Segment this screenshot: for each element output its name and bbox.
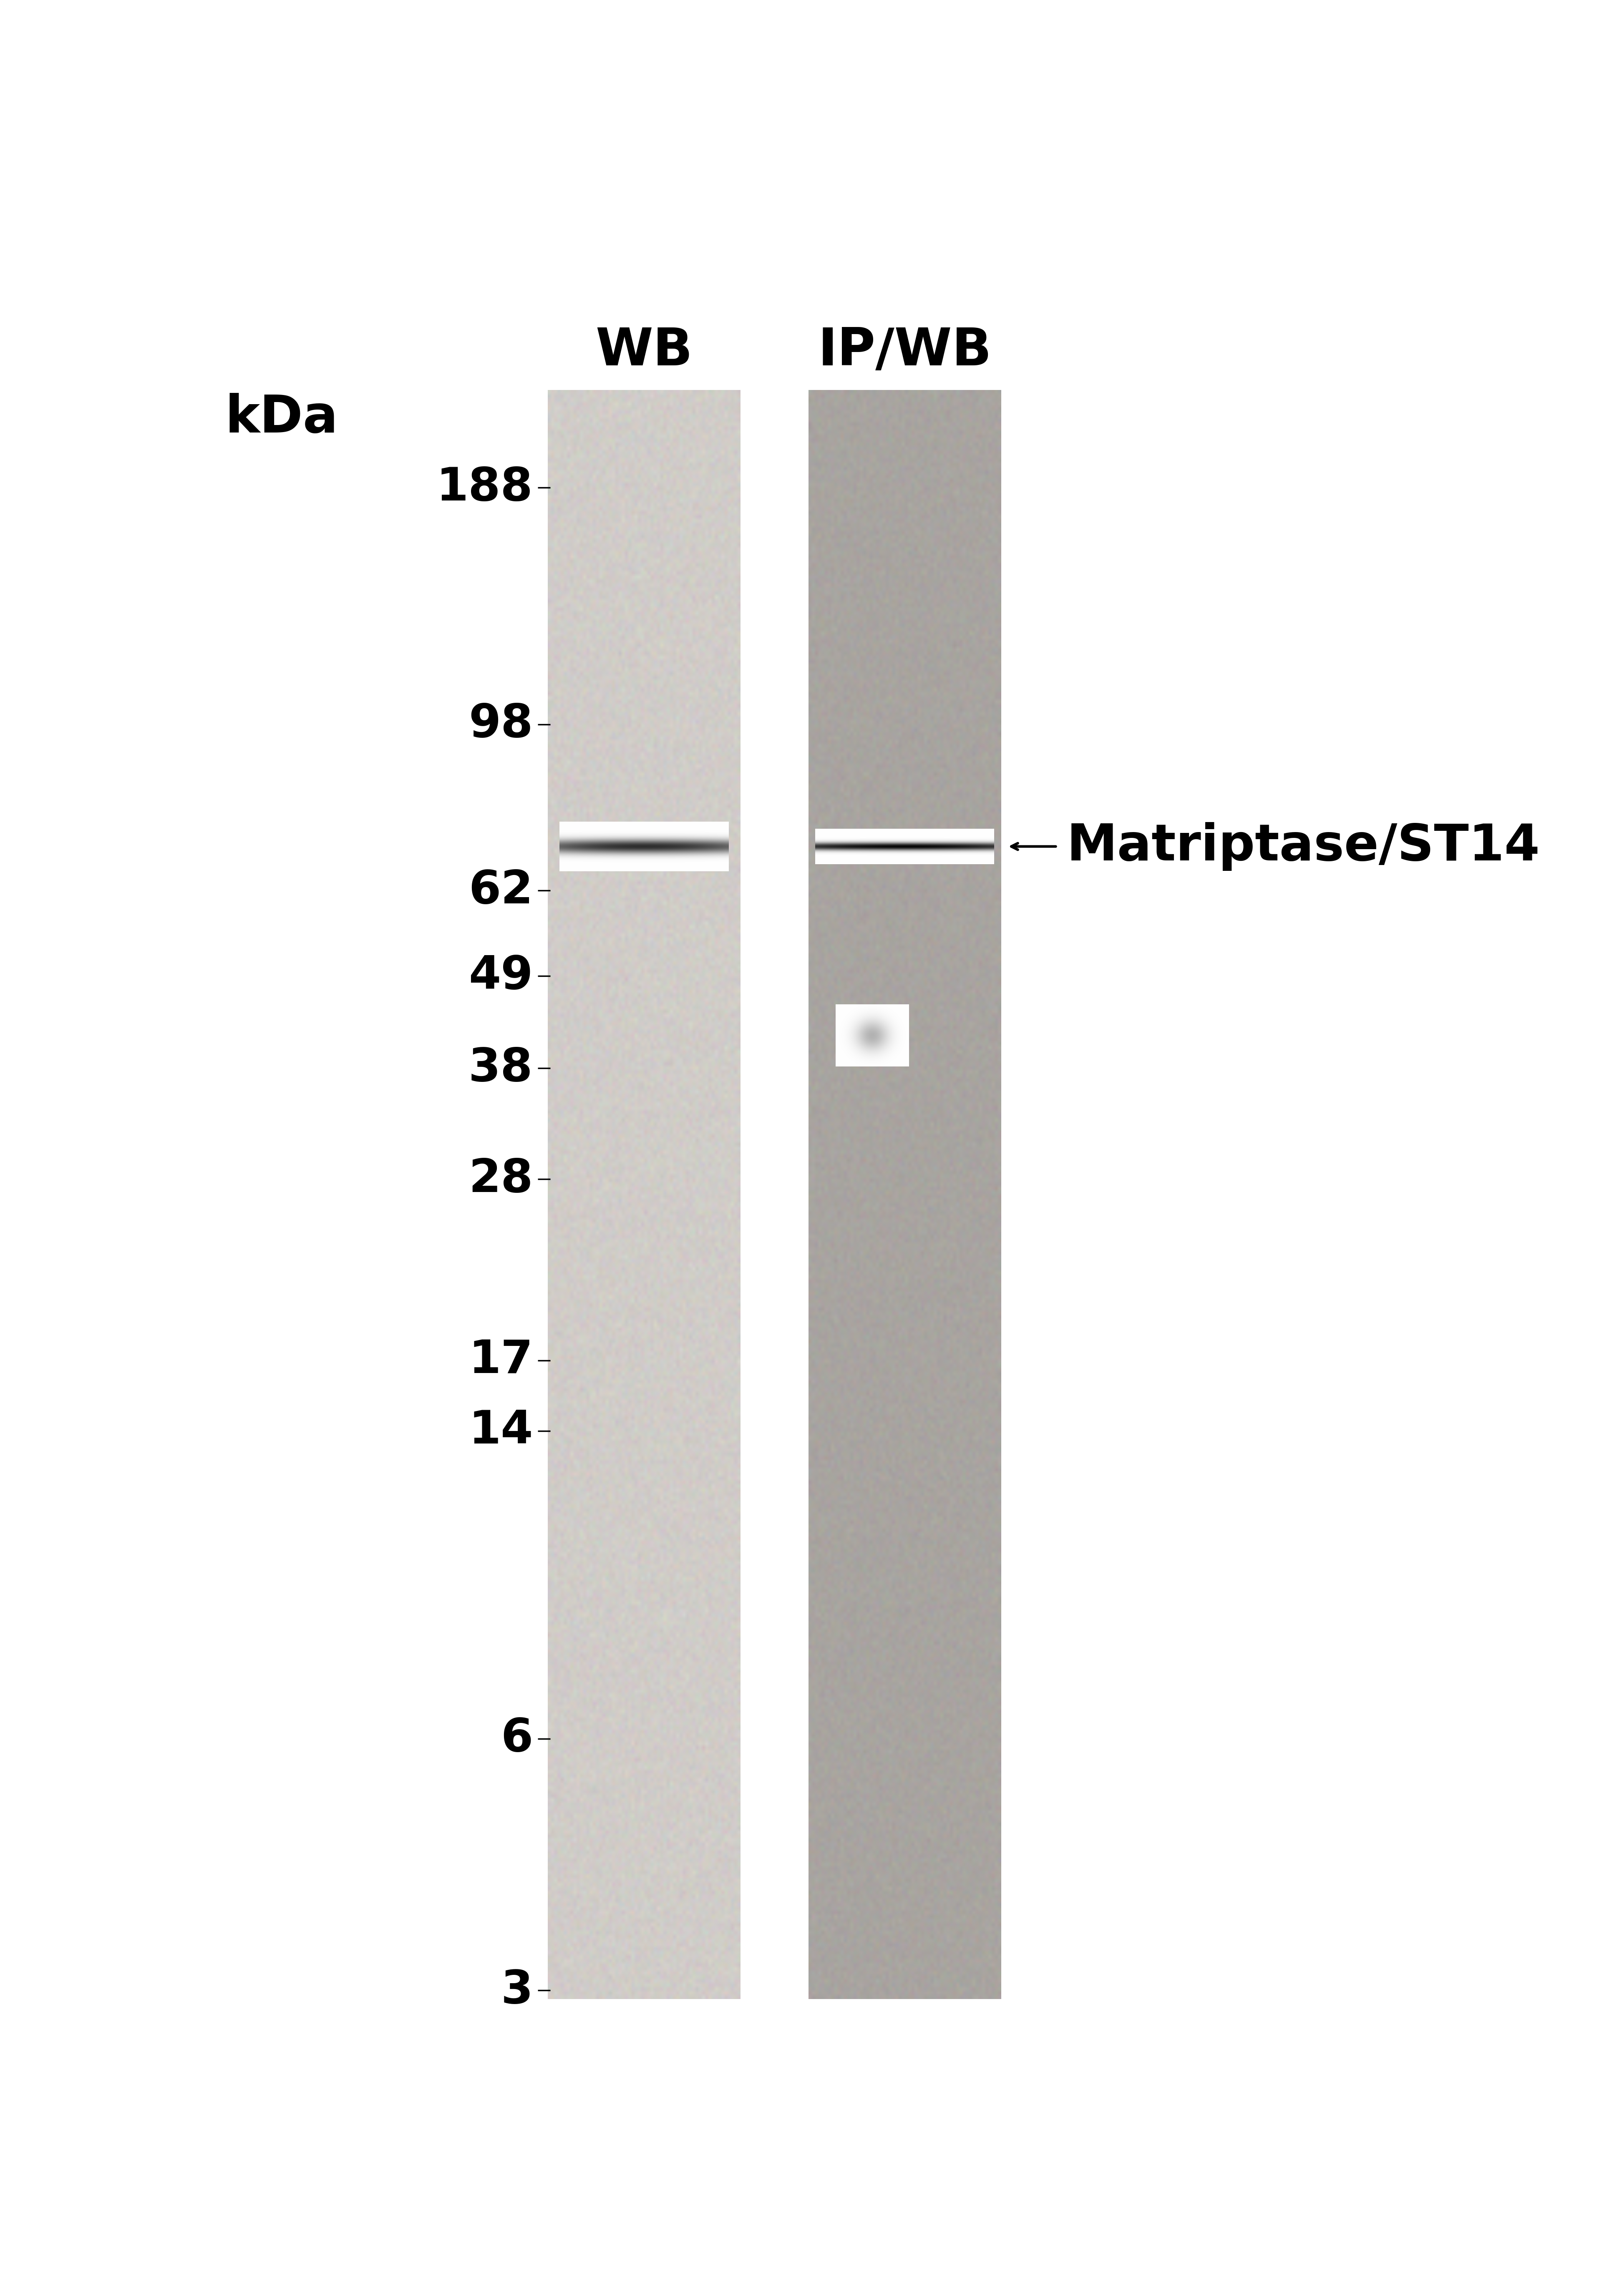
Text: 6: 6 [501,1717,533,1761]
Text: IP/WB: IP/WB [819,326,992,377]
Text: 17: 17 [468,1339,533,1382]
Text: 49: 49 [468,953,533,999]
Text: 3: 3 [501,1968,533,2014]
Text: 14: 14 [468,1410,533,1453]
Text: WB: WB [596,326,692,377]
Text: Matriptase/ST14: Matriptase/ST14 [1067,822,1540,870]
Text: 98: 98 [468,703,533,746]
Text: 62: 62 [468,868,533,914]
Text: kDa: kDa [224,393,338,443]
Text: 38: 38 [468,1047,533,1091]
Text: 28: 28 [468,1157,533,1201]
Text: 188: 188 [436,466,533,510]
